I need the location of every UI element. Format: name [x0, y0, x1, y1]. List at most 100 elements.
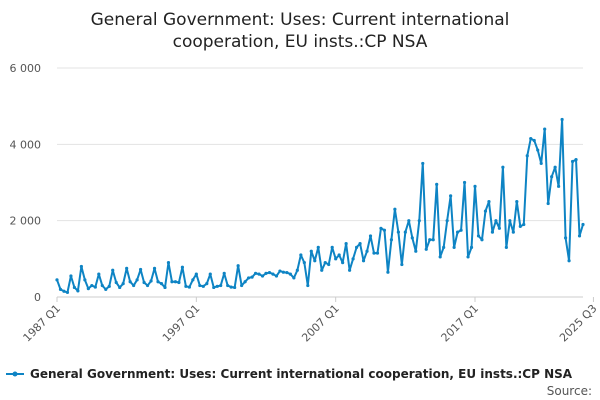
data-point[interactable]: [431, 238, 435, 242]
data-point[interactable]: [400, 262, 404, 267]
data-point[interactable]: [201, 284, 205, 288]
data-point[interactable]: [501, 165, 505, 169]
data-point[interactable]: [194, 272, 198, 276]
data-point[interactable]: [285, 270, 289, 275]
data-point[interactable]: [205, 282, 209, 286]
data-point[interactable]: [173, 280, 178, 284]
data-point[interactable]: [246, 276, 251, 280]
data-point[interactable]: [358, 241, 362, 246]
data-point[interactable]: [288, 272, 292, 276]
data-point[interactable]: [435, 182, 439, 187]
data-point[interactable]: [393, 207, 397, 211]
data-point[interactable]: [295, 268, 299, 272]
data-point[interactable]: [449, 194, 453, 198]
data-point[interactable]: [403, 230, 407, 234]
data-point[interactable]: [445, 219, 449, 223]
data-point[interactable]: [480, 238, 484, 242]
data-point[interactable]: [351, 257, 355, 261]
data-point[interactable]: [166, 261, 171, 265]
data-point[interactable]: [58, 287, 63, 291]
data-point[interactable]: [93, 285, 97, 289]
data-point[interactable]: [184, 284, 188, 288]
data-point[interactable]: [100, 283, 104, 288]
data-point[interactable]: [76, 289, 80, 293]
data-point[interactable]: [421, 161, 425, 166]
data-point[interactable]: [302, 261, 306, 265]
data-point[interactable]: [327, 262, 331, 267]
data-point[interactable]: [438, 255, 442, 259]
data-point[interactable]: [560, 117, 564, 122]
data-point[interactable]: [407, 219, 411, 223]
data-point[interactable]: [104, 287, 108, 291]
data-point[interactable]: [344, 241, 348, 246]
data-point[interactable]: [156, 280, 160, 284]
data-point[interactable]: [271, 272, 275, 276]
data-point[interactable]: [240, 283, 244, 288]
data-point[interactable]: [121, 282, 125, 286]
data-point[interactable]: [553, 165, 557, 169]
data-point[interactable]: [452, 245, 456, 249]
data-point[interactable]: [132, 283, 136, 288]
data-point[interactable]: [543, 127, 547, 131]
data-point[interactable]: [233, 285, 237, 290]
data-point[interactable]: [65, 290, 70, 295]
data-point[interactable]: [546, 201, 550, 206]
data-point[interactable]: [494, 219, 498, 223]
data-point[interactable]: [72, 285, 77, 290]
data-point[interactable]: [306, 283, 310, 288]
data-point[interactable]: [532, 138, 536, 143]
data-point[interactable]: [334, 257, 338, 261]
data-point[interactable]: [365, 249, 369, 253]
data-point[interactable]: [215, 284, 219, 288]
data-point[interactable]: [476, 234, 481, 238]
data-point[interactable]: [83, 278, 87, 282]
data-point[interactable]: [386, 270, 390, 274]
data-point[interactable]: [375, 251, 380, 255]
legend[interactable]: General Government: Uses: Current intern…: [6, 367, 573, 381]
data-point[interactable]: [372, 251, 376, 255]
data-point[interactable]: [361, 259, 366, 263]
data-point[interactable]: [226, 283, 230, 288]
data-point[interactable]: [79, 264, 83, 269]
data-point[interactable]: [229, 285, 233, 289]
data-point[interactable]: [187, 285, 191, 289]
data-point[interactable]: [177, 280, 181, 285]
data-point[interactable]: [208, 272, 212, 276]
data-point[interactable]: [469, 245, 474, 249]
data-point[interactable]: [128, 280, 132, 284]
data-point[interactable]: [581, 222, 585, 227]
data-point[interactable]: [550, 175, 554, 179]
data-point[interactable]: [149, 279, 153, 283]
data-point[interactable]: [159, 282, 164, 286]
data-point[interactable]: [382, 228, 387, 232]
data-point[interactable]: [483, 209, 488, 213]
data-point[interactable]: [508, 219, 512, 223]
data-point[interactable]: [497, 226, 501, 230]
data-point[interactable]: [337, 253, 341, 257]
data-point[interactable]: [466, 255, 470, 259]
data-point[interactable]: [292, 276, 296, 280]
data-point[interactable]: [368, 234, 373, 238]
data-point[interactable]: [212, 285, 216, 290]
data-point[interactable]: [410, 236, 414, 240]
data-point[interactable]: [354, 245, 359, 249]
data-point[interactable]: [567, 259, 571, 263]
data-point[interactable]: [170, 280, 174, 284]
data-point[interactable]: [522, 222, 526, 227]
data-point[interactable]: [577, 234, 582, 238]
data-point[interactable]: [525, 154, 529, 158]
data-point[interactable]: [396, 230, 400, 234]
data-point[interactable]: [320, 268, 324, 272]
data-point[interactable]: [424, 247, 428, 251]
data-point[interactable]: [107, 284, 111, 288]
data-point[interactable]: [341, 261, 345, 265]
data-point[interactable]: [459, 228, 463, 232]
data-point[interactable]: [198, 283, 202, 288]
data-point[interactable]: [515, 199, 519, 204]
data-point[interactable]: [536, 148, 540, 152]
data-point[interactable]: [299, 253, 303, 257]
data-point[interactable]: [180, 265, 185, 269]
data-point[interactable]: [490, 230, 495, 234]
data-point[interactable]: [257, 272, 261, 276]
data-point[interactable]: [511, 230, 515, 234]
